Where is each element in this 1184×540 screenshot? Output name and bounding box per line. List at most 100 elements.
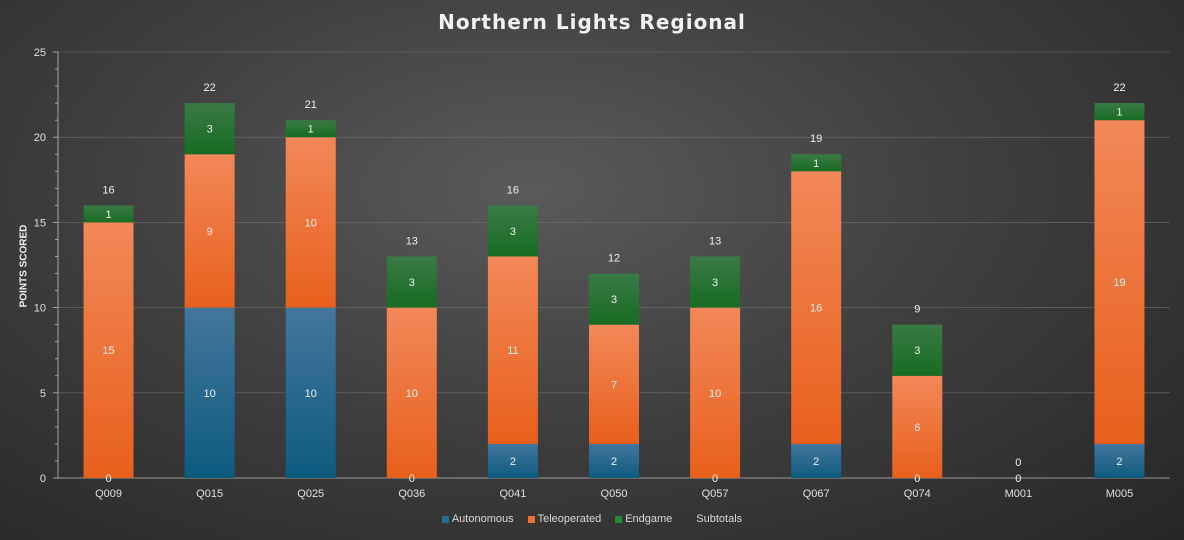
data-label-teleoperated: 10 xyxy=(406,388,418,400)
data-label-endgame: 1 xyxy=(308,124,314,136)
data-label-subtotal: 21 xyxy=(305,99,317,111)
data-label-teleoperated: 10 xyxy=(709,388,721,400)
data-label-autonomous: 0 xyxy=(712,473,718,485)
data-label-teleoperated: 9 xyxy=(207,226,213,238)
data-label-subtotal: 16 xyxy=(102,184,114,196)
legend-item-endgame[interactable]: Endgame xyxy=(615,513,672,525)
chart-title: Northern Lights Regional xyxy=(438,10,746,34)
x-tick-label: Q041 xyxy=(499,488,526,500)
x-tick-label: Q025 xyxy=(297,488,324,500)
data-label-autonomous: 0 xyxy=(409,473,415,485)
legend-item-teleoperated[interactable]: Teleoperated xyxy=(527,513,602,525)
data-label-teleoperated: 19 xyxy=(1113,277,1125,289)
x-tick-label: Q067 xyxy=(803,488,830,500)
data-label-teleoperated: 10 xyxy=(305,217,317,229)
data-label-teleoperated: 11 xyxy=(507,345,518,357)
bar-autonomous xyxy=(1094,443,1145,478)
data-label-subtotal: 19 xyxy=(810,133,822,145)
bar-autonomous xyxy=(184,307,235,478)
data-label-autonomous: 2 xyxy=(611,456,617,468)
data-label-endgame: 3 xyxy=(510,226,516,238)
legend-swatch-autonomous xyxy=(441,515,449,523)
bar-endgame xyxy=(285,120,336,138)
x-tick-label: Q057 xyxy=(702,488,729,500)
bar-endgame xyxy=(791,154,842,172)
data-label-subtotal: 0 xyxy=(1015,457,1021,469)
data-label-endgame: 1 xyxy=(105,209,111,221)
legend: Autonomous Teleoperated Endgame Subtotal… xyxy=(0,513,1184,525)
bar-teleoperated xyxy=(386,307,437,478)
bar-endgame xyxy=(589,273,639,325)
y-tick-label: 15 xyxy=(34,217,46,229)
legend-item-subtotals[interactable]: Subtotals xyxy=(686,513,742,525)
legend-label-autonomous: Autonomous xyxy=(451,513,514,525)
bar-autonomous xyxy=(791,443,842,478)
bar-endgame xyxy=(83,205,134,223)
bar-endgame xyxy=(184,103,235,155)
legend-label-subtotals: Subtotals xyxy=(696,513,743,525)
data-label-subtotal: 13 xyxy=(709,235,721,247)
data-label-autonomous: 10 xyxy=(305,388,317,400)
bar-teleoperated xyxy=(589,324,639,444)
data-label-endgame: 3 xyxy=(611,294,617,306)
legend-swatch-endgame xyxy=(615,515,623,523)
bar-endgame xyxy=(892,324,943,376)
bar-teleoperated xyxy=(892,375,943,478)
bar-teleoperated xyxy=(1094,120,1145,444)
data-label-autonomous: 2 xyxy=(510,456,516,468)
bar-teleoperated xyxy=(285,137,336,308)
legend-label-teleoperated: Teleoperated xyxy=(537,513,602,525)
x-tick-label: Q015 xyxy=(196,488,223,500)
data-label-endgame: 3 xyxy=(914,345,920,357)
y-tick-label: 20 xyxy=(34,132,46,144)
x-tick-label: Q074 xyxy=(904,488,931,500)
data-label-autonomous: 0 xyxy=(1015,473,1021,485)
x-tick-label: Q050 xyxy=(601,488,628,500)
data-label-autonomous: 0 xyxy=(914,473,920,485)
data-labels: 0151161093221010121010313211316273120103… xyxy=(102,82,1125,485)
x-tick-label: M001 xyxy=(1005,488,1033,500)
legend-swatch-subtotals xyxy=(686,516,693,523)
data-label-subtotal: 9 xyxy=(914,304,920,316)
x-tick-label: M005 xyxy=(1106,488,1134,500)
bar-endgame xyxy=(690,256,741,308)
data-label-autonomous: 0 xyxy=(105,473,111,485)
data-label-endgame: 3 xyxy=(712,277,718,289)
data-label-subtotal: 12 xyxy=(608,253,620,265)
data-label-subtotal: 16 xyxy=(507,184,519,196)
y-tick-label: 10 xyxy=(34,303,46,315)
data-label-teleoperated: 15 xyxy=(102,345,114,357)
bars xyxy=(83,103,1145,478)
legend-label-endgame: Endgame xyxy=(625,513,673,525)
legend-swatch-teleoperated xyxy=(527,515,535,523)
bar-teleoperated xyxy=(83,222,134,478)
y-tick-label: 25 xyxy=(34,47,46,59)
x-tick-label: Q036 xyxy=(398,488,425,500)
x-tick-label: Q009 xyxy=(95,488,122,500)
data-label-teleoperated: 16 xyxy=(810,303,822,315)
y-tick-label: 0 xyxy=(40,473,46,485)
bar-teleoperated xyxy=(487,256,538,444)
legend-item-autonomous[interactable]: Autonomous xyxy=(441,513,514,525)
bar-autonomous xyxy=(589,443,639,478)
data-label-autonomous: 2 xyxy=(813,456,819,468)
data-label-subtotal: 22 xyxy=(1113,82,1125,94)
bar-teleoperated xyxy=(690,307,741,478)
y-tick-label: 5 xyxy=(40,388,46,400)
bar-autonomous xyxy=(285,307,336,478)
data-label-endgame: 1 xyxy=(813,158,819,170)
data-label-autonomous: 2 xyxy=(1116,456,1122,468)
bar-teleoperated xyxy=(184,154,235,308)
data-label-endgame: 3 xyxy=(409,277,415,289)
data-label-teleoperated: 6 xyxy=(914,422,920,434)
data-label-subtotal: 22 xyxy=(204,82,216,94)
bar-autonomous xyxy=(487,443,538,478)
data-label-endgame: 1 xyxy=(1116,107,1122,119)
bar-teleoperated xyxy=(791,171,842,444)
bar-endgame xyxy=(1094,103,1145,121)
bar-endgame xyxy=(487,205,538,257)
data-label-teleoperated: 7 xyxy=(611,379,617,391)
bar-endgame xyxy=(386,256,437,308)
data-label-autonomous: 10 xyxy=(204,388,216,400)
